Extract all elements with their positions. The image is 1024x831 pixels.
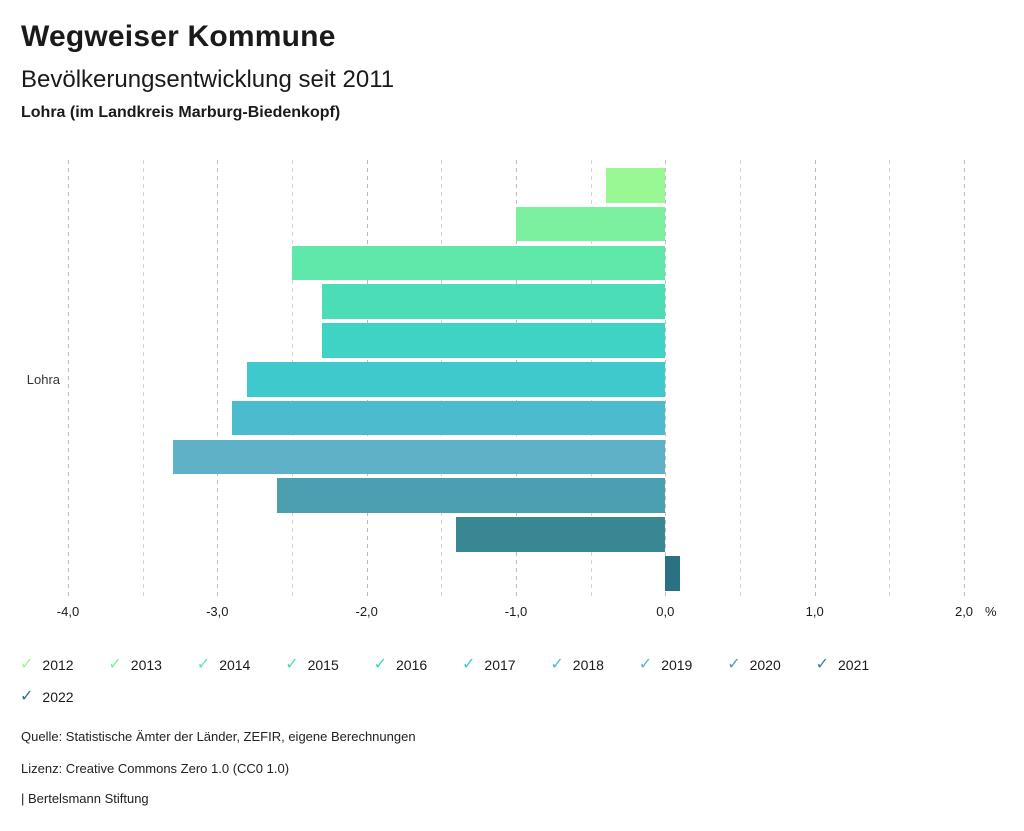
license-note: Lizenz: Creative Commons Zero 1.0 (CC0 1… <box>21 761 290 776</box>
x-tick-label--3,0: -3,0 <box>206 604 229 619</box>
x-tick-label--4,0: -4,0 <box>56 604 80 619</box>
gridline-x--4.0 <box>68 160 69 600</box>
x-tick-label-0,0: 0,0 <box>656 604 675 619</box>
legend-item-2018[interactable]: ✓ 2018 <box>550 656 604 674</box>
checkmark-icon: ✓ <box>108 656 122 673</box>
checkmark-icon: ✓ <box>20 688 34 705</box>
legend-item-2021[interactable]: ✓ 2021 <box>815 656 870 674</box>
legend-year-label: 2020 <box>749 657 781 673</box>
bar-2019[interactable] <box>172 439 666 475</box>
source-note: Quelle: Statistische Ämter der Länder, Z… <box>21 729 416 744</box>
bar-2017[interactable] <box>247 362 666 397</box>
checkmark-icon: ✓ <box>196 656 211 673</box>
bar-2016[interactable] <box>321 323 666 358</box>
category-label: Lohra <box>26 372 60 387</box>
bar-2012[interactable] <box>605 168 666 203</box>
checkmark-icon: ✓ <box>550 656 564 673</box>
gridline-x-2.0 <box>964 160 965 600</box>
legend-year-label: 2014 <box>219 657 251 673</box>
legend-item-2022[interactable]: ✓ 2022 <box>20 688 74 706</box>
legend-item-2012[interactable]: ✓ 2012 <box>20 656 74 674</box>
legend-item-2015[interactable]: ✓ 2015 <box>285 656 339 674</box>
legend-year-label: 2016 <box>396 657 428 673</box>
legend-year-label: 2021 <box>838 657 870 673</box>
checkmark-icon: ✓ <box>20 656 34 673</box>
x-tick-label--2,0: -2,0 <box>355 604 378 619</box>
checkmark-icon: ✓ <box>285 656 299 673</box>
checkmark-icon: ✓ <box>373 656 387 673</box>
checkmark-icon: ✓ <box>727 656 741 673</box>
gridline-x-0.5 <box>740 160 741 600</box>
x-tick-label-1,0: 1,0 <box>805 604 824 619</box>
bar-2015[interactable] <box>321 284 666 319</box>
legend-item-2016[interactable]: ✓ 2016 <box>373 656 428 674</box>
x-tick-label-2,0: 2,0 <box>954 604 974 619</box>
gridline-x--3.0 <box>217 160 219 600</box>
legend-item-2020[interactable]: ✓ 2020 <box>727 656 781 674</box>
bar-2018[interactable] <box>232 400 666 436</box>
legend-item-2019[interactable]: ✓ 2019 <box>638 656 693 674</box>
legend-item-2013[interactable]: ✓ 2013 <box>108 656 162 674</box>
checkmark-icon: ✓ <box>462 656 476 673</box>
brand-note: | Bertelsmann Stiftung <box>21 791 149 806</box>
gridline-x-1.5 <box>889 160 891 600</box>
gridline-x--3.5 <box>142 160 144 600</box>
bar-2020[interactable] <box>277 478 666 513</box>
checkmark-icon: ✓ <box>815 656 829 673</box>
bar-2022[interactable] <box>665 556 681 591</box>
gridline-x-1.0 <box>814 160 816 600</box>
page-title: Wegweiser Kommune <box>21 20 336 53</box>
legend-year-label: 2015 <box>307 657 339 673</box>
region-subtitle: Lohra (im Landkreis Marburg-Biedenkopf) <box>21 104 341 121</box>
x-tick-label--1,0: -1,0 <box>504 604 528 619</box>
legend-item-2014[interactable]: ✓ 2014 <box>196 656 251 674</box>
bar-2013[interactable] <box>516 206 666 242</box>
legend-year-label: 2019 <box>661 657 693 673</box>
bar-2021[interactable] <box>456 517 666 552</box>
gridline-x-0.0 <box>665 160 667 600</box>
legend-year-label: 2022 <box>42 689 74 705</box>
x-axis-unit: % <box>985 604 997 619</box>
bar-2014[interactable] <box>292 245 666 281</box>
legend-year-label: 2012 <box>42 657 74 673</box>
legend-item-2017[interactable]: ✓ 2017 <box>462 656 516 674</box>
legend-year-label: 2017 <box>484 657 516 673</box>
chart-title: Bevölkerungsentwicklung seit 2011 <box>21 66 395 93</box>
legend-year-label: 2018 <box>572 657 604 673</box>
checkmark-icon: ✓ <box>638 656 653 673</box>
legend-year-label: 2013 <box>130 657 162 673</box>
